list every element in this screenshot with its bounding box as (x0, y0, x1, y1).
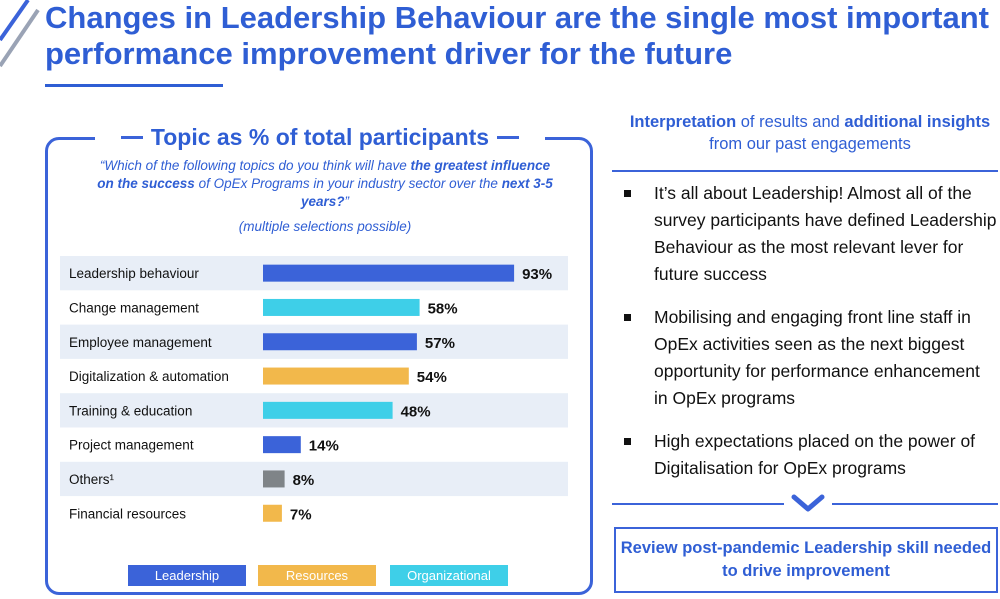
row-stripe (60, 461, 568, 497)
value-label: 14% (309, 438, 339, 455)
bar (263, 470, 285, 488)
category-label: Leadership behaviour (69, 266, 199, 281)
category-label: Training & education (69, 403, 192, 418)
question-part: of OpEx Programs in your industry sector… (194, 176, 502, 191)
call-to-action-box: Review post-pandemic Leadership skill ne… (614, 527, 998, 593)
question-part: the greatest influence on the success (97, 158, 551, 191)
bar (263, 401, 393, 419)
heading-rule-right (497, 135, 520, 139)
heading-rule-left (120, 135, 143, 139)
value-label: 54% (417, 369, 447, 386)
bar (263, 264, 515, 282)
question-part: “Which of the following topics do you th… (99, 158, 411, 173)
insight-item: It’s all about Leadership! Almost all of… (618, 180, 998, 288)
divider-right (832, 503, 998, 505)
category-label: Change management (69, 300, 199, 315)
interpretation-divider (612, 170, 998, 172)
interpretation-part: of results and (736, 113, 845, 131)
chart-heading: Topic as % of total participants (150, 123, 490, 150)
value-label: 7% (290, 506, 312, 523)
bullet-square-icon (624, 314, 631, 321)
category-label: Financial resources (69, 506, 186, 521)
selection-note: (multiple selections possible) (238, 219, 412, 234)
bar (263, 436, 301, 454)
divider-left (612, 503, 784, 505)
chart-panel-heading: Topic as % of total participants (95, 122, 545, 152)
bullet-square-icon (624, 438, 631, 445)
value-label: 8% (293, 472, 315, 489)
value-label: 57% (425, 335, 455, 352)
question-part: next 3-5 years? (300, 176, 553, 209)
interpretation-heading: Interpretation of results and additional… (625, 111, 995, 155)
value-label: 58% (428, 300, 458, 317)
insight-text: It’s all about Leadership! Almost all of… (654, 183, 997, 284)
interpretation-part: from our past engagements (709, 135, 911, 153)
insight-item: High expectations placed on the power of… (618, 428, 998, 482)
insight-item: Mobilising and engaging front line staff… (618, 304, 998, 412)
bullet-square-icon (624, 190, 631, 197)
interpretation-part: additional insights (844, 113, 991, 131)
category-label: Project management (69, 438, 194, 453)
legend-item: Resources (258, 565, 376, 586)
value-label: 48% (401, 403, 431, 420)
survey-question: “Which of the following topics do you th… (90, 157, 560, 211)
interpretation-part: Interpretation (629, 113, 737, 131)
chevron-down-icon (791, 494, 825, 512)
legend-item: Leadership (128, 565, 246, 586)
category-label: Digitalization & automation (69, 369, 229, 384)
question-part: ” (344, 194, 350, 209)
insight-text: High expectations placed on the power of… (654, 431, 976, 478)
category-label: Others¹ (69, 472, 115, 487)
value-label: 93% (522, 266, 552, 283)
category-label: Employee management (69, 335, 212, 350)
bar (263, 333, 417, 351)
insight-text: Mobilising and engaging front line staff… (654, 307, 980, 408)
title-underline (45, 84, 223, 87)
bar (263, 367, 409, 385)
insight-list: It’s all about Leadership! Almost all of… (618, 180, 998, 498)
legend-item: Organizational (390, 565, 508, 586)
page-title: Changes in Leadership Behaviour are the … (45, 0, 989, 71)
corner-decoration (0, 0, 40, 68)
bar (263, 298, 420, 316)
bar (263, 504, 282, 522)
